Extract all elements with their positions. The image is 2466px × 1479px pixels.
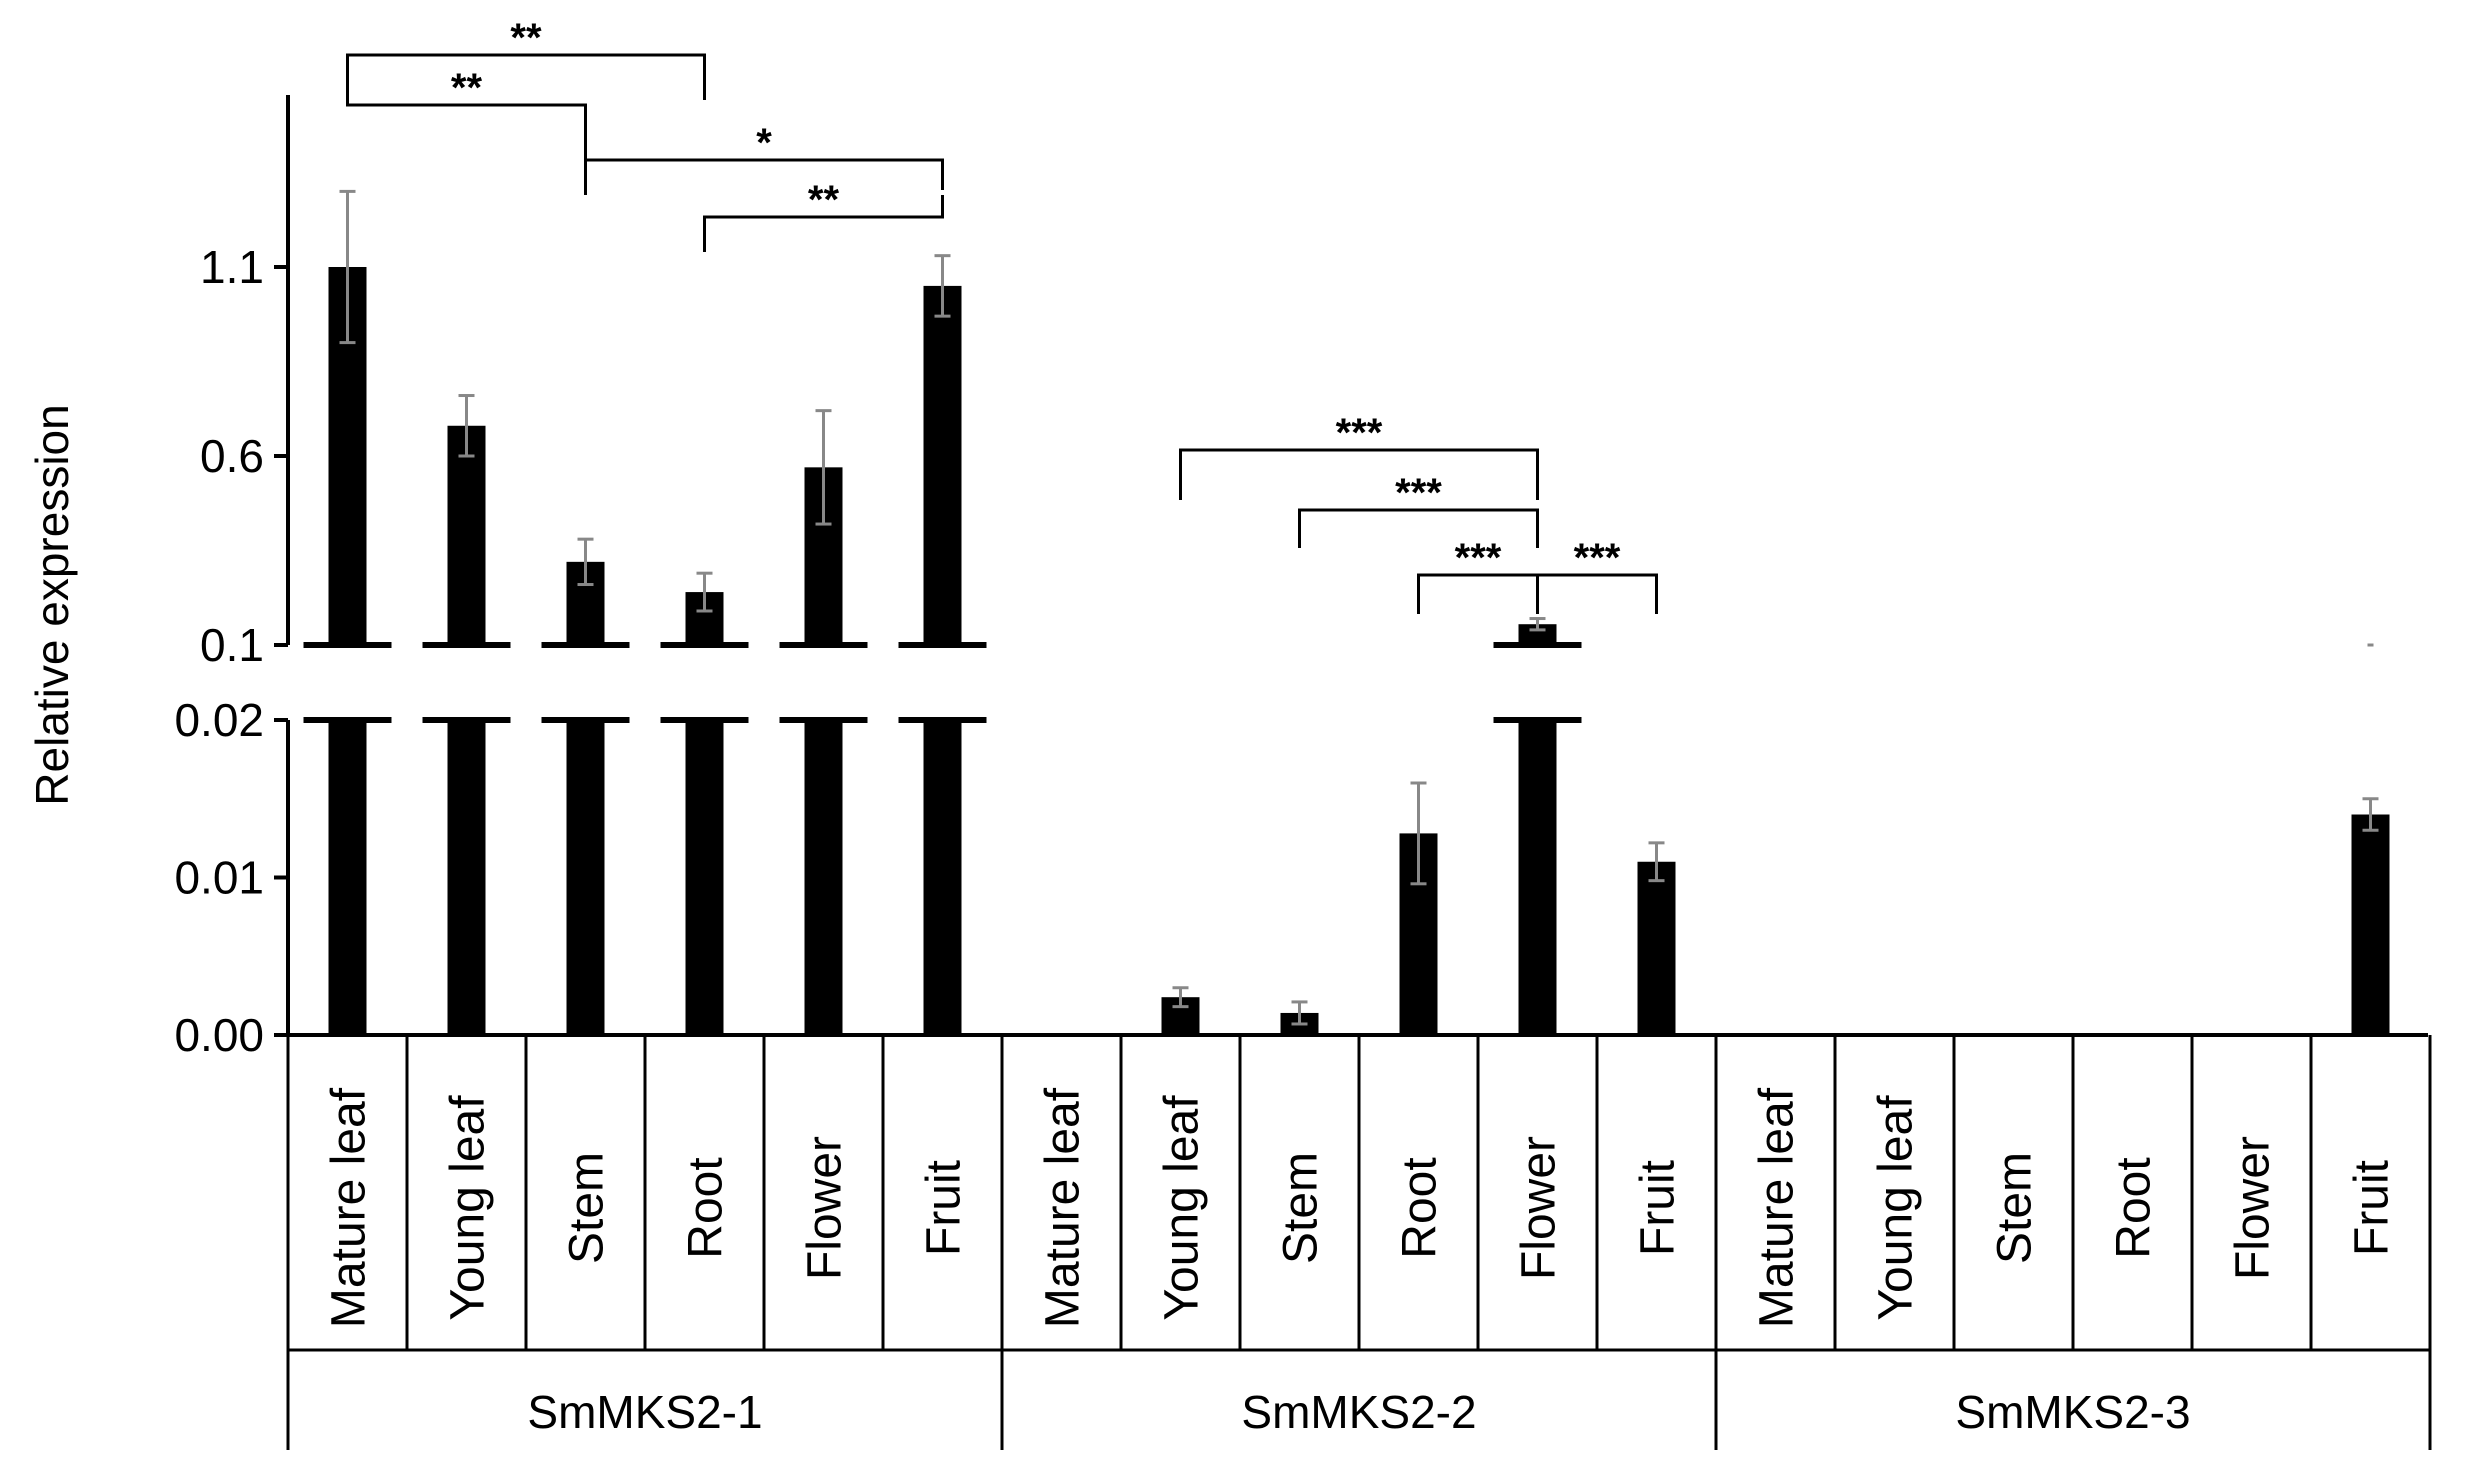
category-label: Stem — [1275, 1152, 1328, 1264]
significance-bracket — [346, 53, 706, 100]
bar — [1518, 624, 1557, 645]
category-label: Root — [680, 1157, 733, 1258]
significance-bracket — [1298, 508, 1539, 548]
group-label: SmMKS2-3 — [1955, 1386, 2190, 1438]
bar-lower-part — [447, 720, 486, 1035]
category-label: Root — [1394, 1157, 1447, 1258]
significance-bracket — [584, 158, 944, 195]
category-label: Fruit — [918, 1160, 971, 1256]
y-tick-label: 1.1 — [200, 241, 264, 293]
significance-label: *** — [1574, 536, 1621, 580]
y-tick-label: 0.01 — [174, 852, 264, 904]
y-tick-label: 0.02 — [174, 694, 264, 746]
category-label: Flower — [1513, 1136, 1566, 1280]
bar — [923, 285, 962, 645]
significance-bracket — [1536, 573, 1658, 614]
bar-lower-part — [685, 720, 724, 1035]
significance-brackets: **************** *** — [346, 16, 1658, 614]
bar-lower-part — [566, 720, 605, 1035]
significance-label: ** — [808, 178, 840, 222]
significance-label: ** — [451, 66, 483, 110]
axes — [274, 95, 2432, 1450]
error-bars — [339, 189, 2379, 1026]
category-label: Stem — [1989, 1152, 2042, 1264]
category-label: Flower — [2227, 1136, 2280, 1280]
bar-lower-part — [923, 720, 962, 1035]
category-label: Stem — [561, 1152, 614, 1264]
bar — [447, 425, 486, 645]
group-label: SmMKS2-1 — [527, 1386, 762, 1438]
significance-bracket — [1417, 573, 1539, 614]
category-label: Mature leaf — [1751, 1087, 1804, 1328]
bar-lower-part — [804, 720, 843, 1035]
category-label: Flower — [799, 1136, 852, 1280]
significance-bracket — [346, 100, 587, 195]
y-tick-label: 0.6 — [200, 430, 264, 482]
bars — [303, 267, 2390, 1035]
axis-labels: 0.00 0.01 0.02 0.1 0.6 1.1 Relative expression… — [26, 241, 2399, 1438]
bar — [1637, 861, 1676, 1035]
bar — [2351, 814, 2390, 1035]
category-label: Young leaf — [1870, 1095, 1923, 1321]
y-axis-title: Relative expression — [26, 404, 78, 805]
category-label: Young leaf — [1156, 1095, 1209, 1321]
significance-label: *** — [1395, 471, 1442, 515]
category-label: Mature leaf — [1037, 1087, 1090, 1328]
category-label: Mature leaf — [323, 1087, 376, 1328]
significance-label: * — [756, 121, 772, 165]
category-label: Fruit — [1632, 1160, 1685, 1256]
significance-label: *** — [1336, 411, 1383, 455]
significance-label: ** — [510, 16, 542, 60]
y-tick-label: 0.1 — [200, 619, 264, 671]
significance-bracket — [1179, 448, 1539, 500]
significance-label: *** — [1455, 536, 1502, 580]
bar-lower-part — [328, 720, 367, 1035]
category-label: Root — [2108, 1157, 2161, 1258]
significance-bracket — [703, 195, 944, 252]
category-label: Fruit — [2346, 1160, 2399, 1256]
group-label: SmMKS2-2 — [1241, 1386, 1476, 1438]
bar-lower-part — [1518, 720, 1557, 1035]
y-tick-label: 0.00 — [174, 1009, 264, 1061]
category-label: Young leaf — [442, 1095, 495, 1321]
